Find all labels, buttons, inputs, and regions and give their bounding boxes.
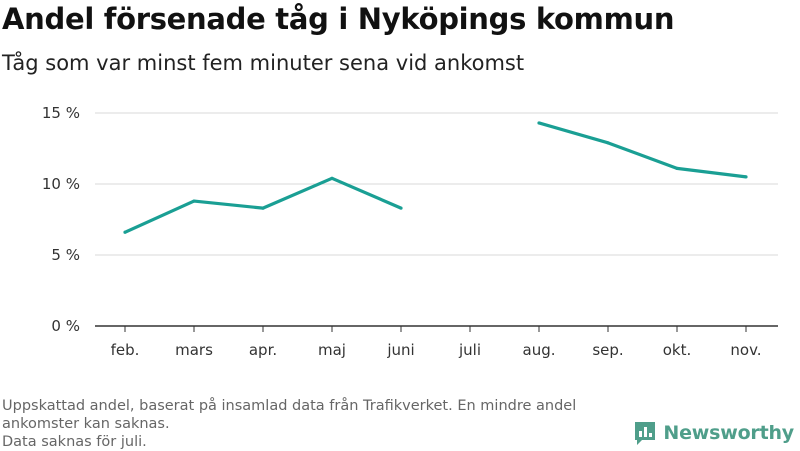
y-tick-label: 15 %: [42, 104, 80, 122]
footnote-source: Uppskattad andel, baserat på insamlad da…: [2, 398, 577, 432]
series-line-segment: [538, 121, 747, 179]
grid-lines: [95, 112, 778, 256]
x-tick-label: aug.: [523, 341, 556, 359]
data-point: [330, 176, 334, 180]
data-point: [261, 206, 265, 210]
x-tick-label: juli: [458, 341, 481, 359]
series-line-segment: [124, 176, 402, 234]
x-tick-label: mars: [175, 341, 213, 359]
x-tick-label: maj: [318, 341, 346, 359]
chart-title: Andel försenade tåg i Nyköpings kommun: [2, 2, 675, 36]
data-point: [675, 166, 679, 170]
x-axis: feb. mars apr. maj juni juli aug. sep. okt. nov.: [95, 325, 778, 359]
y-tick-label: 0 %: [51, 317, 80, 335]
data-point: [123, 230, 127, 234]
footnote-missing-data: Data saknas för juli.: [2, 434, 147, 450]
x-tick-label: nov.: [730, 341, 761, 359]
data-point: [744, 175, 748, 179]
y-tick-label: 10 %: [42, 175, 80, 193]
x-tick-label: okt.: [663, 341, 692, 359]
y-axis: 0 % 5 % 10 % 15 %: [42, 104, 80, 335]
series-lines: [123, 121, 748, 234]
data-point: [606, 141, 610, 145]
newsworthy-logo: Newsworthy: [633, 420, 794, 446]
x-tick-label: sep.: [592, 341, 623, 359]
data-point: [192, 199, 196, 203]
bar-chart-icon: [635, 422, 656, 445]
logo-text: Newsworthy: [663, 422, 794, 444]
footnote: Uppskattad andel, baserat på insamlad da…: [2, 397, 642, 451]
y-tick-label: 5 %: [51, 246, 80, 264]
x-tick-label: apr.: [249, 341, 277, 359]
chart-subtitle: Tåg som var minst fem minuter sena vid a…: [2, 51, 525, 75]
data-point: [537, 121, 541, 125]
x-tick-label: feb.: [111, 341, 140, 359]
data-point: [399, 206, 403, 210]
x-tick-label: juni: [386, 341, 414, 359]
